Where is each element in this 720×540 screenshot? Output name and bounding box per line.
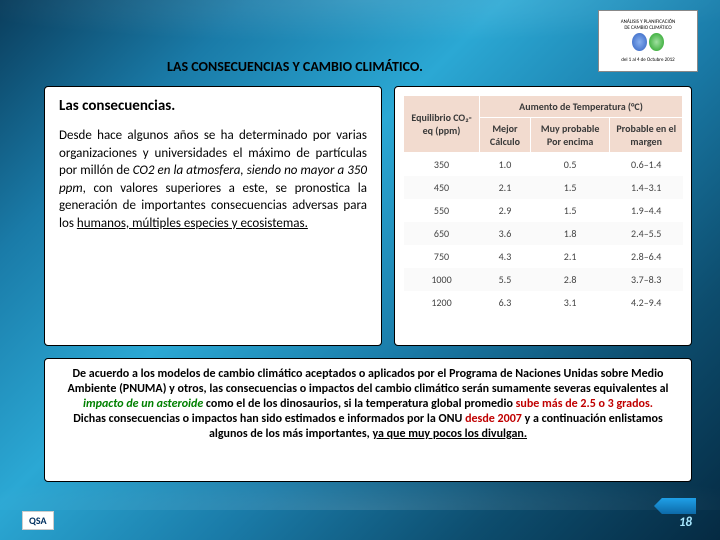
table-cell: 1.5 — [530, 176, 609, 199]
table-cell: 750 — [404, 245, 480, 268]
badge-line2: DE CAMBIO CLIMÁTICO — [624, 25, 671, 31]
left-paragraph: Desde hace algunos años se ha determinad… — [59, 127, 367, 232]
table-cell: 1.8 — [530, 222, 609, 245]
table-cell: 1.4–3.1 — [610, 176, 683, 199]
table-cell: 5.5 — [480, 268, 531, 291]
th-likely: Muy probable Por encima — [530, 118, 609, 153]
table-row: 3501.00.50.6–1.4 — [404, 153, 683, 177]
table-cell: 3.7–8.3 — [610, 268, 683, 291]
table-row: 7504.32.12.8–6.4 — [404, 245, 683, 268]
bottom-para-1: De acuerdo a los modelos de cambio climá… — [59, 367, 677, 412]
table-cell: 2.8–6.4 — [610, 245, 683, 268]
page-number: 18 — [679, 515, 692, 530]
table-row: 10005.52.83.7–8.3 — [404, 268, 683, 291]
table-cell: 3.1 — [530, 291, 609, 314]
temperature-table: Equilibrio CO₂-eq (ppm) Aumento de Tempe… — [403, 95, 683, 314]
th-probable: Probable en el margen — [610, 118, 683, 153]
th-equilibrium: Equilibrio CO₂-eq (ppm) — [404, 96, 480, 153]
table-cell: 2.4–5.5 — [610, 222, 683, 245]
table-row: 6503.61.82.4–5.5 — [404, 222, 683, 245]
temperature-table-box: Equilibrio CO₂-eq (ppm) Aumento de Tempe… — [394, 86, 692, 346]
event-badge: ANÁLISIS Y PLANIFICACIÓN DE CAMBIO CLIMÁ… — [598, 10, 698, 72]
table-cell: 4.3 — [480, 245, 531, 268]
consequences-text-box: Las consecuencias. Desde hace algunos añ… — [44, 86, 382, 346]
summary-text-box: De acuerdo a los modelos de cambio climá… — [44, 358, 692, 482]
table-cell: 350 — [404, 153, 480, 177]
table-cell: 0.6–1.4 — [610, 153, 683, 177]
table-cell: 1000 — [404, 268, 480, 291]
left-subtitle: Las consecuencias. — [59, 97, 367, 115]
th-temp-increase: Aumento de Temperatura (°C) — [480, 96, 683, 118]
table-cell: 1.0 — [480, 153, 531, 177]
table-cell: 2.9 — [480, 199, 531, 222]
table-cell: 650 — [404, 222, 480, 245]
qsa-logo: QSA — [22, 511, 54, 530]
table-cell: 1.5 — [530, 199, 609, 222]
table-cell: 1.9–4.4 — [610, 199, 683, 222]
table-cell: 2.1 — [530, 245, 609, 268]
back-arrow-icon[interactable] — [654, 498, 696, 514]
table-cell: 0.5 — [530, 153, 609, 177]
globe-icon — [649, 33, 664, 51]
badge-line3: del 1 al 4 de Octubre 2012 — [621, 57, 674, 63]
table-row: 5502.91.51.9–4.4 — [404, 199, 683, 222]
bottom-para-2: Dichas consecuencias o impactos han sido… — [59, 412, 677, 442]
table-cell: 2.1 — [480, 176, 531, 199]
table-row: 4502.11.51.4–3.1 — [404, 176, 683, 199]
slide-background: ANÁLISIS Y PLANIFICACIÓN DE CAMBIO CLIMÁ… — [0, 0, 720, 540]
table-cell: 450 — [404, 176, 480, 199]
table-cell: 2.8 — [530, 268, 609, 291]
th-best: Mejor Cálculo — [480, 118, 531, 153]
table-cell: 4.2–9.4 — [610, 291, 683, 314]
table-cell: 3.6 — [480, 222, 531, 245]
slide-title: LAS CONSECUENCIAS Y CAMBIO CLIMÁTICO. — [0, 58, 590, 75]
table-row: 12006.33.14.2–9.4 — [404, 291, 683, 314]
table-cell: 6.3 — [480, 291, 531, 314]
badge-globes — [632, 33, 664, 55]
globe-icon — [632, 33, 647, 51]
table-cell: 1200 — [404, 291, 480, 314]
table-cell: 550 — [404, 199, 480, 222]
